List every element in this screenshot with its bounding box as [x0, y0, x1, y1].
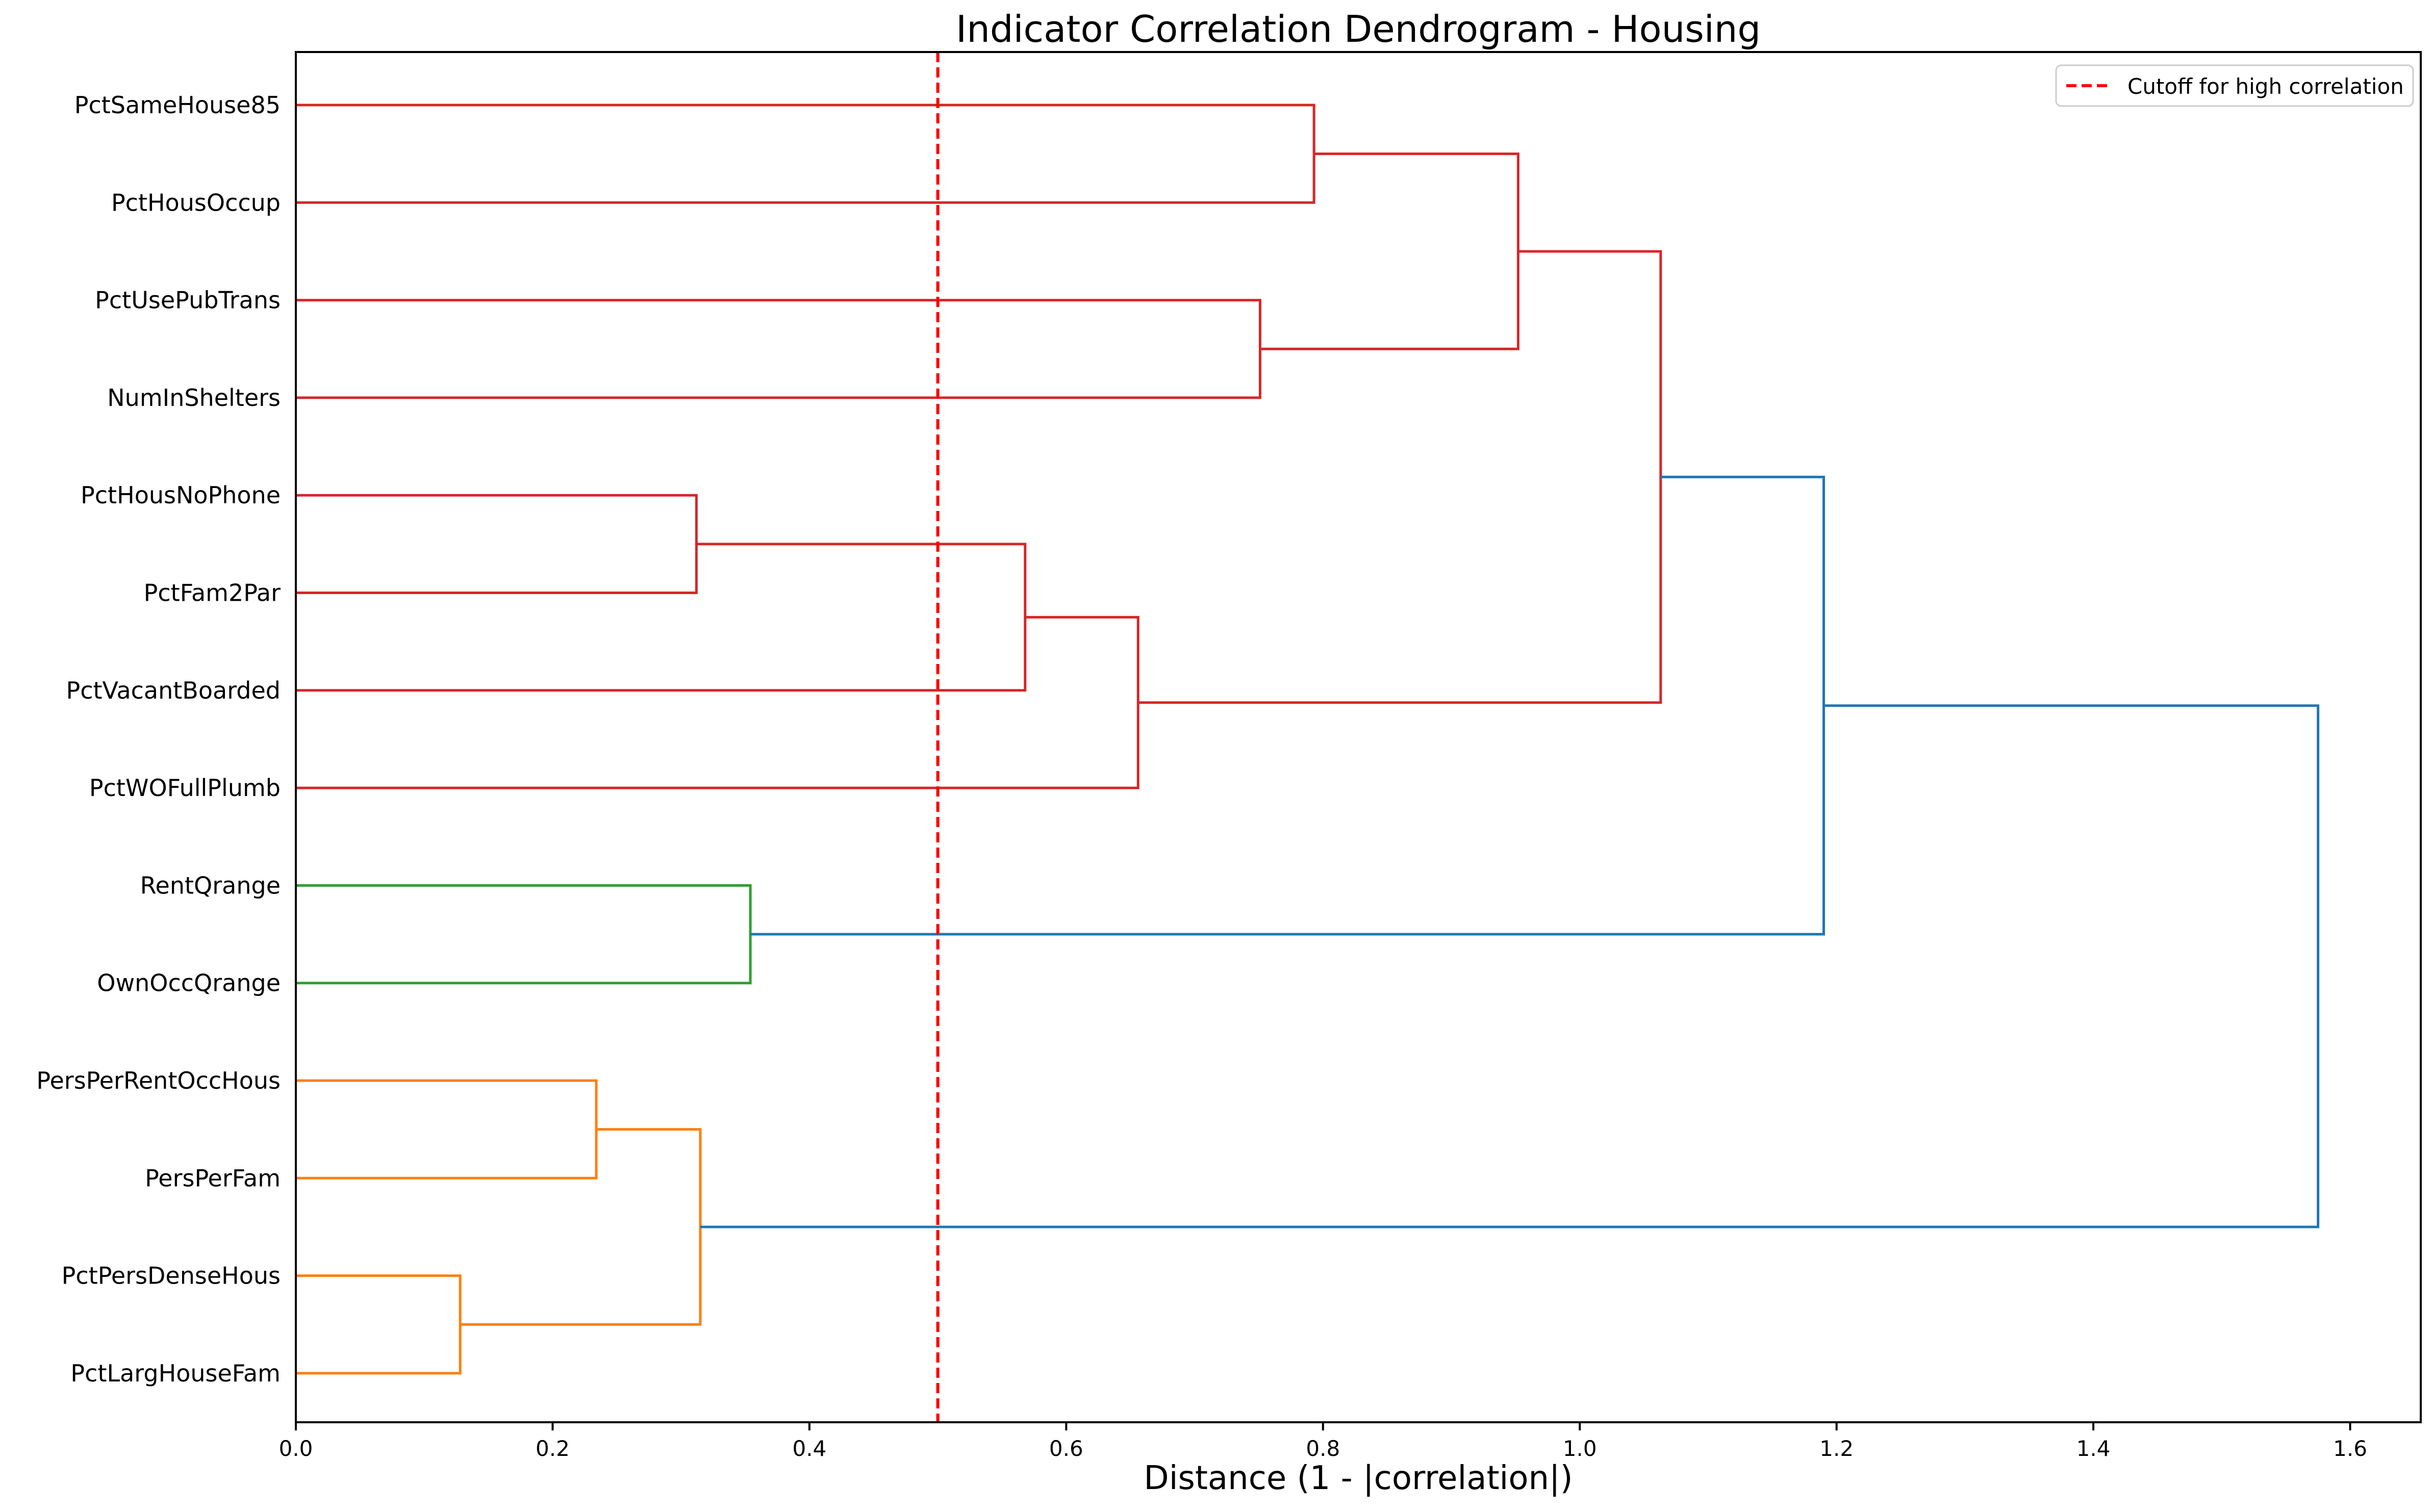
- dendrogram-link: [296, 494, 698, 594]
- leaf-label: PctVacantBoarded: [66, 677, 281, 704]
- x-tick-label: 1.0: [1563, 1436, 1597, 1461]
- legend: Cutoff for high correlation: [2055, 64, 2414, 107]
- dendrogram-link: [460, 1128, 702, 1326]
- leaf-label: PersPerRentOccHous: [36, 1067, 281, 1094]
- dendrogram-link: [750, 475, 1825, 936]
- dendrogram-link: [700, 704, 2320, 1228]
- dendrogram-link: [296, 299, 1261, 399]
- x-axis-label: Distance (1 - |correlation|): [1144, 1459, 1573, 1497]
- x-tick-label: 0.4: [792, 1436, 826, 1461]
- x-axis-ticks: 0.0 0.2 0.4 0.6 0.8 1.0 1.2 1.4 1.6: [279, 1422, 2367, 1461]
- leaf-label: PctFam2Par: [144, 579, 281, 607]
- leaf-label: PctWOFullPlumb: [89, 774, 281, 802]
- x-tick-label: 1.6: [2333, 1436, 2367, 1461]
- leaf-label: PersPerFam: [145, 1164, 281, 1192]
- dendrogram-link: [296, 1274, 462, 1375]
- dendrogram-link: [296, 543, 1027, 692]
- leaf-labels: PctSameHouse85 PctHousOccup PctUsePubTrans…: [36, 91, 281, 1387]
- leaf-label: PctHousNoPhone: [81, 481, 281, 509]
- x-tick-label: 0.8: [1306, 1436, 1340, 1461]
- dendrogram-link: [1260, 152, 1519, 350]
- leaf-label: PctLargHouseFam: [70, 1360, 281, 1387]
- x-tick-label: 1.4: [2076, 1436, 2111, 1461]
- leaf-label: OwnOccQrange: [97, 969, 281, 997]
- x-tick-label: 0.6: [1049, 1436, 1083, 1461]
- leaf-label: PctSameHouse85: [74, 91, 281, 119]
- leaf-label: NumInShelters: [107, 384, 281, 412]
- x-tick-label: 0.0: [279, 1436, 313, 1461]
- dendrogram-links: [296, 104, 2320, 1375]
- plot-frame: [295, 51, 2422, 1423]
- leaf-label: RentQrange: [140, 872, 281, 899]
- x-tick-label: 1.2: [1819, 1436, 1854, 1461]
- leaf-label: PctUsePubTrans: [95, 287, 281, 314]
- legend-cutoff-label: Cutoff for high correlation: [2127, 74, 2404, 99]
- chart-title: Indicator Correlation Dendrogram - Housi…: [956, 8, 1761, 50]
- legend-box: [2055, 64, 2414, 107]
- leaf-label: PctPersDenseHous: [62, 1262, 281, 1290]
- leaf-label: PctHousOccup: [111, 189, 281, 216]
- x-tick-label: 0.2: [536, 1436, 570, 1461]
